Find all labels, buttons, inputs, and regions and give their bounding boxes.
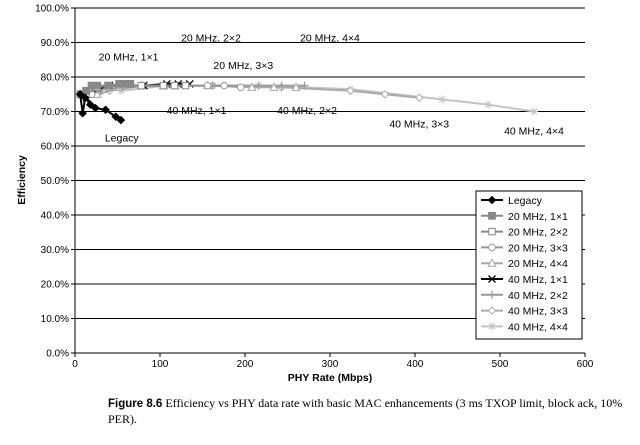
annotation-label: 20 MHz, 2×2 xyxy=(181,32,241,44)
x-tick-label: 0 xyxy=(72,359,78,370)
legend-marker xyxy=(488,243,496,252)
efficiency-chart: 0.0% 10.0% 20.0% 30.0% 40.0% 50.0% 60.0% 70.0% 8… xyxy=(16,4,594,385)
data-point xyxy=(346,86,355,96)
legend: Legacy 20 MHz, 1×1 20 MHz, 2×2 20 MHz, 3×3 2… xyxy=(475,190,583,340)
data-point xyxy=(159,81,168,90)
legend-marker xyxy=(488,211,496,220)
data-point xyxy=(236,83,245,92)
y-tick-label: 50.0% xyxy=(41,176,69,187)
data-point xyxy=(203,81,212,90)
data-point xyxy=(484,100,493,109)
y-tick-label: 0.0% xyxy=(46,349,69,360)
data-point xyxy=(438,95,447,104)
x-axis-label: PHY Rate (Mbps) xyxy=(288,372,372,384)
y-axis-label: Efficiency xyxy=(16,155,28,205)
legend-item: Legacy xyxy=(481,195,543,207)
x-tick-label: 100 xyxy=(152,359,169,370)
y-tick-labels: 0.0% 10.0% 20.0% 30.0% 40.0% 50.0% 60.0% 70.0% 8… xyxy=(35,4,75,360)
x-tick-label: 500 xyxy=(492,359,509,370)
y-tick-label: 70.0% xyxy=(41,107,69,118)
legend-label: 20 MHz, 3×3 xyxy=(508,242,568,254)
figure-caption: Figure 8.6 Efficiency vs PHY data rate w… xyxy=(108,396,628,427)
y-tick-label: 10.0% xyxy=(41,314,69,325)
data-point xyxy=(414,93,424,103)
legend-item: 40 MHz, 2×2 xyxy=(481,290,568,302)
legend-marker xyxy=(487,195,497,205)
data-point xyxy=(91,103,100,113)
data-point xyxy=(93,81,101,90)
y-tick-label: 40.0% xyxy=(41,211,69,222)
y-tick-label: 100.0% xyxy=(35,4,69,15)
annotation-label: 40 MHz, 4×4 xyxy=(504,125,564,137)
data-point xyxy=(170,81,179,90)
legend-item: 40 MHz, 4×4 xyxy=(481,321,568,333)
data-point xyxy=(137,81,146,90)
annotation-label: 40 MHz, 2×2 xyxy=(277,105,337,117)
legend-marker xyxy=(488,322,496,331)
x-tick-label: 600 xyxy=(577,359,594,370)
legend-label: Legacy xyxy=(508,195,543,207)
y-tick-label: 30.0% xyxy=(41,245,69,256)
x-tick-label: 400 xyxy=(407,359,424,370)
legend-marker xyxy=(487,258,497,267)
legend-label: 20 MHz, 4×4 xyxy=(508,258,568,270)
legend-label: 20 MHz, 1×1 xyxy=(508,211,568,223)
legend-label: 40 MHz, 3×3 xyxy=(508,306,568,318)
y-tick-label: 90.0% xyxy=(41,38,69,49)
annotation-label: Legacy xyxy=(105,132,140,144)
data-point xyxy=(181,81,190,90)
data-point xyxy=(85,100,95,109)
legend-marker xyxy=(488,227,496,236)
series-0 xyxy=(75,89,126,125)
legend-item: 20 MHz, 2×2 xyxy=(481,227,568,239)
x-tick-labels: 0 100 200 300 400 500 600 xyxy=(72,353,594,370)
figure-label: Figure 8.6 xyxy=(108,398,163,410)
legend-label: 40 MHz, 1×1 xyxy=(508,274,568,286)
annotation-label: 40 MHz, 1×1 xyxy=(167,105,227,117)
data-point xyxy=(101,105,110,115)
y-tick-label: 80.0% xyxy=(41,73,69,84)
annotation-label: 40 MHz, 3×3 xyxy=(389,119,449,131)
legend-label: 40 MHz, 4×4 xyxy=(508,321,568,333)
legend-item: 20 MHz, 1×1 xyxy=(481,211,568,223)
legend-label: 40 MHz, 2×2 xyxy=(508,290,568,302)
annotation-label: 20 MHz, 4×4 xyxy=(300,32,360,44)
data-point xyxy=(380,89,390,99)
legend-item: 20 MHz, 4×4 xyxy=(481,258,568,270)
gridlines xyxy=(75,7,585,319)
legend-marker xyxy=(488,290,496,299)
y-tick-label: 20.0% xyxy=(41,280,69,291)
annotation-label: 20 MHz, 3×3 xyxy=(213,60,273,72)
annotations: 20 MHz, 2×2 20 MHz, 4×4 20 MHz, 1×1 20 MHz,… xyxy=(99,32,564,144)
legend-item: 40 MHz, 1×1 xyxy=(481,274,568,286)
data-point xyxy=(220,81,228,90)
x-tick-label: 200 xyxy=(237,359,254,370)
caption-text: Efficiency vs PHY data rate with basic M… xyxy=(108,396,623,426)
data-point xyxy=(78,108,87,118)
legend-item: 40 MHz, 3×3 xyxy=(481,306,568,318)
data-point xyxy=(104,81,113,90)
data-point xyxy=(116,115,126,125)
data-point xyxy=(300,81,309,90)
data-point xyxy=(291,82,301,91)
data-point xyxy=(269,82,279,91)
x-tick-label: 300 xyxy=(322,359,339,370)
legend-marker xyxy=(487,306,497,315)
legend-label: 20 MHz, 2×2 xyxy=(508,227,568,239)
data-point xyxy=(126,80,135,88)
annotation-label: 20 MHz, 1×1 xyxy=(99,51,159,63)
legend-marker xyxy=(488,275,496,283)
y-tick-label: 60.0% xyxy=(41,142,69,153)
data-point xyxy=(247,82,257,91)
legend-item: 20 MHz, 3×3 xyxy=(481,242,568,254)
data-point xyxy=(530,107,538,116)
data-point xyxy=(111,112,121,121)
data-point xyxy=(80,93,90,103)
data-point xyxy=(82,86,90,95)
data-series xyxy=(75,79,538,125)
data-point xyxy=(75,89,85,99)
